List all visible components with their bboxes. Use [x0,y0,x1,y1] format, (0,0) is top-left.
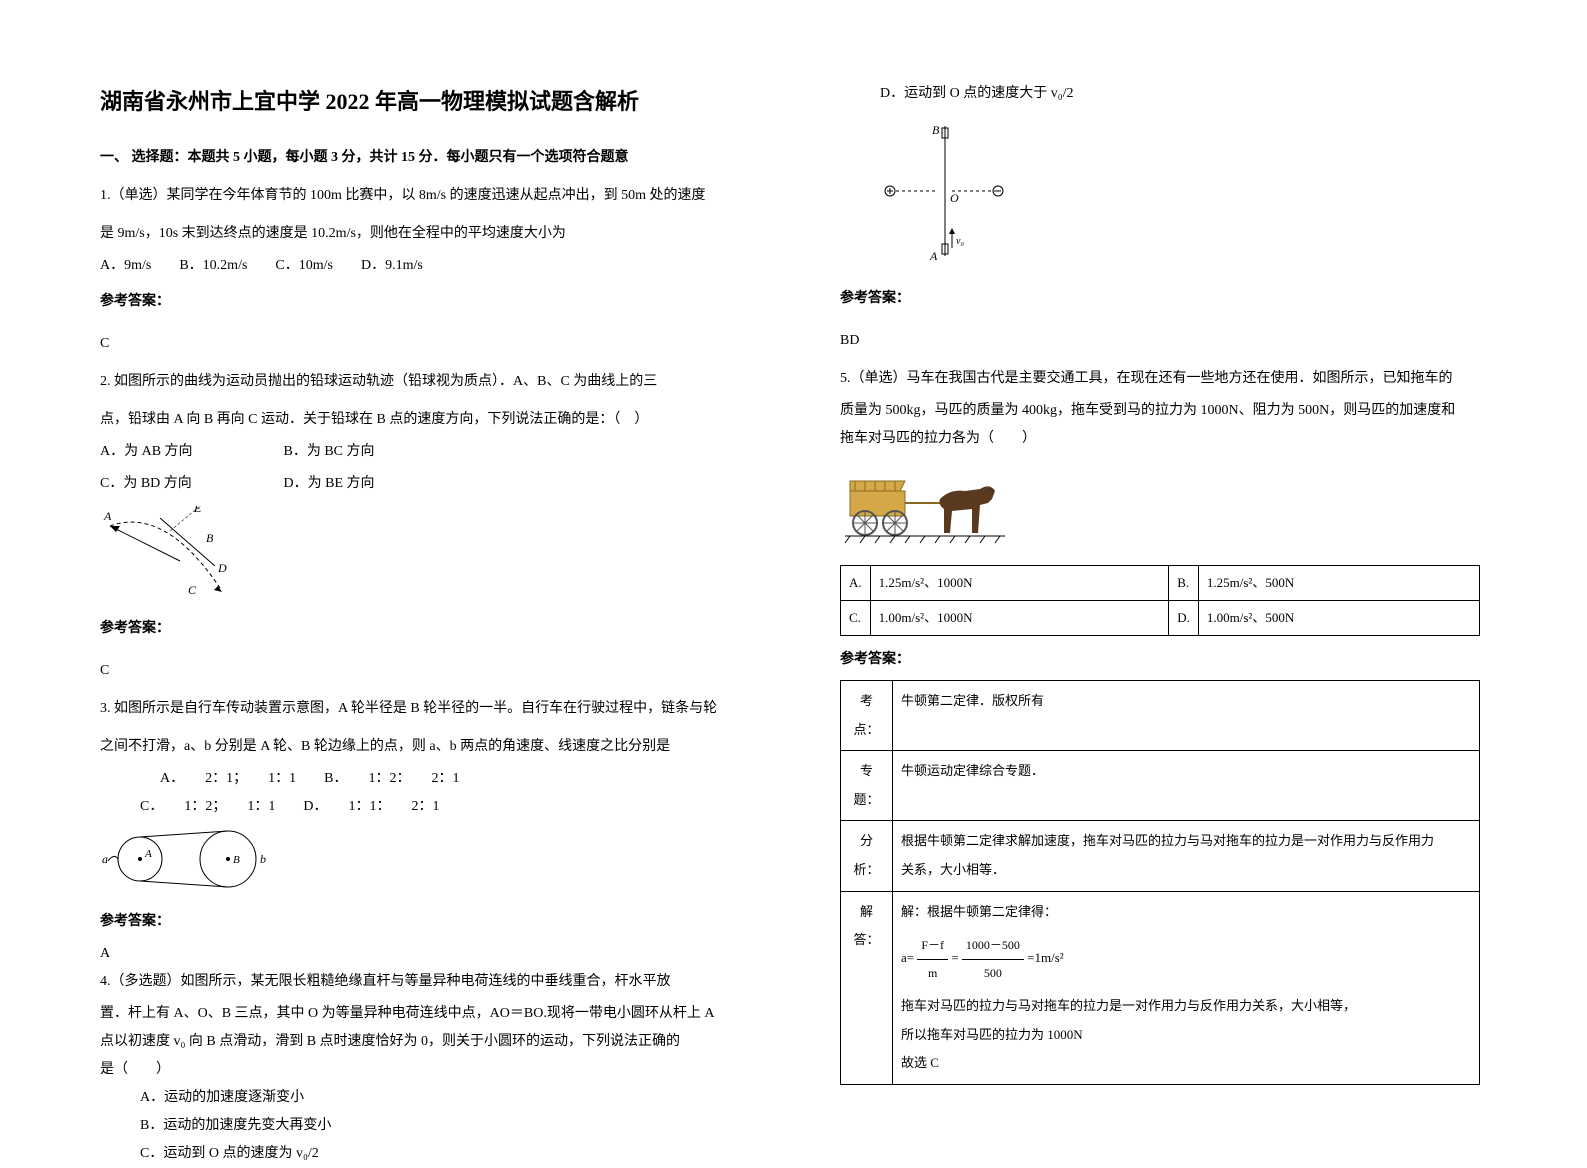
table-row: 解答： 解：根据牛顿第二定律得： a= F－f m = 1000－500 500… [841,891,1480,1084]
q5-C-val: 1.00m/s²、1000N [870,601,1169,636]
analysis-r4-label: 解答： [841,891,893,1084]
table-row: 专题： 牛顿运动定律综合专题． [841,751,1480,821]
analysis-r4d: 所以拖车对马匹的拉力为 1000N [901,1021,1471,1050]
q2-row2: C．为 BD 方向 D．为 BE 方向 [100,470,740,498]
analysis-r3: 根据牛顿第二定律求解加速度，拖车对马匹的拉力与马对拖车的拉力是一对作用力与反作用… [893,821,1480,891]
q5-B-val: 1.25m/s²、500N [1198,566,1479,601]
table-row: C. 1.00m/s²、1000N D. 1.00m/s²、500N [841,601,1480,636]
table-row: 分析： 根据牛顿第二定律求解加速度，拖车对马匹的拉力与马对拖车的拉力是一对作用力… [841,821,1480,891]
analysis-r3a: 根据牛顿第二定律求解加速度，拖车对马匹的拉力与马对拖车的拉力是一对作用力与反作用… [901,833,1434,848]
q4-optA: A．运动的加速度逐渐变小 [100,1084,740,1112]
svg-text:B: B [206,531,214,545]
table-row: A. 1.25m/s²、1000N B. 1.25m/s²、500N [841,566,1480,601]
q2-line2: 点，铅球由 A 向 B 再向 C 运动．关于铅球在 B 点的速度方向，下列说法正… [100,406,740,434]
q2-answer-label: 参考答案： [100,615,740,643]
table-row: 考点： 牛顿第二定律．版权所有 [841,681,1480,751]
q4-line1: 4.（多选题）如图所示，某无限长粗糙绝缘直杆与等量异种电荷连线的中垂线重合，杆水… [100,968,740,996]
q3-answer-label: 参考答案： [100,908,740,936]
q4-optB: B．运动的加速度先变大再变小 [100,1112,740,1140]
analysis-equation: a= F－f m = 1000－500 500 =1m/s² [901,932,1471,986]
analysis-r3-label: 分析： [841,821,893,891]
q5-B-label: B. [1169,566,1199,601]
q5-figure [840,461,1480,557]
q2-row1: A．为 AB 方向 B．为 BC 方向 [100,438,740,466]
q5-line1: 5.（单选）马车在我国古代是主要交通工具，在现在还有一些地方还在使用．如图所示，… [840,365,1480,393]
q1-line1: 1.（单选）某同学在今年体育节的 100m 比赛中，以 8m/s 的速度迅速从起… [100,182,740,210]
q5-C-label: C. [841,601,871,636]
analysis-r4e: 故选 C [901,1049,1471,1078]
analysis-r2: 牛顿运动定律综合专题． [893,751,1480,821]
section1-header: 一、 选择题：本题共 5 小题，每小题 3 分，共计 15 分．每小题只有一个选… [100,144,740,172]
q5-A-val: 1.25m/s²、1000N [870,566,1169,601]
q4-answer-label: 参考答案： [840,285,1480,313]
frac2: 1000－500 500 [962,932,1024,986]
q4-answer: BD [840,327,1480,355]
q2-figure: A E B D C [100,506,740,607]
frac2-num: 1000－500 [962,932,1024,959]
q4-line2: 置．杆上有 A、O、B 三点，其中 O 为等量异种电荷连线中点，AO＝BO.现将… [100,1000,740,1028]
svg-text:B: B [932,123,940,137]
svg-text:C: C [188,583,197,596]
q2-answer: C [100,657,740,685]
analysis-r1: 牛顿第二定律．版权所有 [893,681,1480,751]
q2-optC: C．为 BD 方向 [100,470,280,498]
svg-text:A: A [929,249,938,263]
q2-optD: D．为 BE 方向 [284,476,375,491]
q4-optC: C．运动到 O 点的速度为 v₀/2 [100,1140,740,1168]
q5-answer-label: 参考答案： [840,646,1480,674]
q1-line2: 是 9m/s，10s 末到达终点的速度是 10.2m/s，则他在全程中的平均速度… [100,220,740,248]
eq-post: =1m/s² [1027,950,1064,965]
q5-analysis-table: 考点： 牛顿第二定律．版权所有 专题： 牛顿运动定律综合专题． 分析： 根据牛顿… [840,680,1480,1085]
q1-answer: C [100,330,740,358]
analysis-r4c: 拖车对马匹的拉力与马对拖车的拉力是一对作用力与反作用力关系，大小相等， [901,992,1471,1021]
q3-line2: 之间不打滑，a、b 分别是 A 轮、B 轮边缘上的点，则 a、b 两点的角速度、… [100,733,740,761]
svg-text:a: a [102,852,108,866]
eq-a: a= [901,950,914,965]
frac2-den: 500 [962,960,1024,986]
q3-figure: A B a b [100,829,740,900]
q4-optD: D．运动到 O 点的速度大于 v₀/2 [840,80,1480,108]
analysis-r2-label: 专题： [841,751,893,821]
q3-optsCD: C． 1：2； 1：1 D． 1：1： 2：1 [100,793,740,821]
q3-line1: 3. 如图所示是自行车传动装置示意图，A 轮半径是 B 轮半径的一半。自行车在行… [100,695,740,723]
q5-options-table: A. 1.25m/s²、1000N B. 1.25m/s²、500N C. 1.… [840,565,1480,636]
eq-mid: = [951,950,958,965]
q2-line1: 2. 如图所示的曲线为运动员抛出的铅球运动轨迹（铅球视为质点）．A、B、C 为曲… [100,368,740,396]
q5-D-label: D. [1169,601,1199,636]
q2-optA: A．为 AB 方向 [100,438,280,466]
svg-text:b: b [260,852,266,866]
frac1-den: m [917,960,948,986]
frac1-num: F－f [917,932,948,959]
frac1: F－f m [917,932,948,986]
q5-A-label: A. [841,566,871,601]
q4-line4: 是（ ） [100,1056,740,1084]
svg-text:O: O [950,191,959,205]
q2-optB: B．为 BC 方向 [284,444,375,459]
analysis-r3b: 关系，大小相等． [901,862,1005,877]
svg-text:E: E [193,506,202,515]
svg-text:v₀: v₀ [956,236,964,247]
left-column: 湖南省永州市上宜中学 2022 年高一物理模拟试题含解析 一、 选择题：本题共 … [100,80,740,1082]
analysis-r4a: 解：根据牛顿第二定律得： [901,898,1471,927]
q1-answer-label: 参考答案： [100,288,740,316]
page-title: 湖南省永州市上宜中学 2022 年高一物理模拟试题含解析 [100,80,740,124]
svg-text:A: A [103,509,112,523]
svg-text:B: B [233,854,240,866]
analysis-r1-label: 考点： [841,681,893,751]
q4-figure: B O A v₀ [840,116,1480,277]
right-column: D．运动到 O 点的速度大于 v₀/2 B O A v₀ 参考答案： BD 5.… [840,80,1480,1082]
q5-line3: 拖车对马匹的拉力各为（ ） [840,425,1480,453]
analysis-r4: 解：根据牛顿第二定律得： a= F－f m = 1000－500 500 =1m… [893,891,1480,1084]
q4-line3: 点以初速度 v₀ 向 B 点滑动，滑到 B 点时速度恰好为 0，则关于小圆环的运… [100,1028,740,1056]
q1-options: A．9m/s B．10.2m/s C．10m/s D．9.1m/s [100,252,740,280]
q5-line2: 质量为 500kg，马匹的质量为 400kg，拖车受到马的拉力为 1000N、阻… [840,397,1480,425]
q3-optsAB: A． 2：1； 1：1 B． 1：2： 2：1 [100,765,740,793]
q3-answer: A [100,940,740,968]
q5-D-val: 1.00m/s²、500N [1198,601,1479,636]
svg-text:D: D [217,561,227,575]
svg-text:A: A [144,848,152,860]
